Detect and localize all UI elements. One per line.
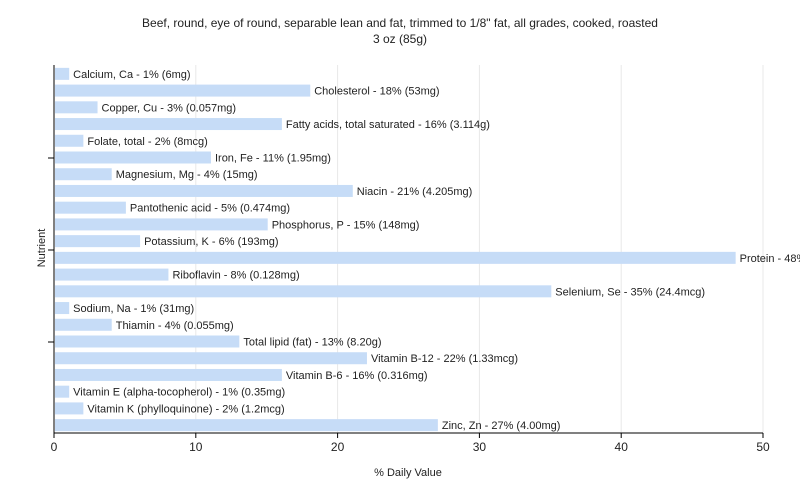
chart-title: Beef, round, eye of round, separable lea… bbox=[142, 16, 658, 30]
bar bbox=[55, 419, 438, 432]
bar-label: Fatty acids, total saturated - 16% (3.11… bbox=[286, 119, 490, 131]
bar bbox=[55, 268, 169, 281]
bar bbox=[55, 134, 84, 147]
bar-label: Calcium, Ca - 1% (6mg) bbox=[73, 69, 190, 81]
y-axis-title: Nutrient bbox=[36, 229, 48, 268]
bar bbox=[55, 335, 240, 348]
bar bbox=[55, 318, 112, 331]
axes: 0 10 20 30 40 50 bbox=[48, 65, 770, 454]
bar bbox=[55, 352, 367, 365]
bars: Calcium, Ca - 1% (6mg) Cholesterol - 18% … bbox=[55, 67, 800, 432]
bar bbox=[55, 251, 736, 264]
bar bbox=[55, 402, 84, 415]
bar-label: Riboflavin - 8% (0.128mg) bbox=[172, 270, 299, 282]
x-tick-label: 10 bbox=[189, 440, 203, 454]
bar bbox=[55, 235, 141, 248]
bar-label: Thiamin - 4% (0.055mg) bbox=[116, 320, 234, 332]
bar bbox=[55, 168, 112, 181]
bar-label: Pantothenic acid - 5% (0.474mg) bbox=[130, 203, 290, 215]
bar-label: Folate, total - 2% (8mcg) bbox=[87, 136, 207, 148]
bar-label: Potassium, K - 6% (193mg) bbox=[144, 236, 279, 248]
bar-label: Magnesium, Mg - 4% (15mg) bbox=[116, 169, 258, 181]
bar-label: Sodium, Na - 1% (31mg) bbox=[73, 303, 194, 315]
bar-label: Selenium, Se - 35% (24.4mcg) bbox=[555, 286, 705, 298]
bar-label: Cholesterol - 18% (53mg) bbox=[314, 86, 439, 98]
x-tick-label: 40 bbox=[615, 440, 629, 454]
x-tick-label: 20 bbox=[331, 440, 345, 454]
x-tick-label: 0 bbox=[51, 440, 58, 454]
bar bbox=[55, 67, 70, 80]
bar bbox=[55, 84, 311, 97]
bar-label: Niacin - 21% (4.205mg) bbox=[357, 186, 473, 198]
x-axis-title: % Daily Value bbox=[374, 467, 442, 479]
bar-label: Zinc, Zn - 27% (4.00mg) bbox=[442, 420, 561, 432]
bar-label: Vitamin E (alpha-tocopherol) - 1% (0.35m… bbox=[73, 387, 285, 399]
x-tick-label: 30 bbox=[473, 440, 487, 454]
bar-label: Vitamin B-6 - 16% (0.316mg) bbox=[286, 370, 428, 382]
bar-label: Protein - 48% (24.06g) bbox=[740, 253, 800, 265]
chart-subtitle: 3 oz (85g) bbox=[372, 32, 428, 46]
bar bbox=[55, 368, 282, 381]
bar-label: Vitamin K (phylloquinone) - 2% (1.2mcg) bbox=[87, 403, 284, 415]
bar bbox=[55, 201, 126, 214]
bar-label: Copper, Cu - 3% (0.057mg) bbox=[102, 102, 237, 114]
bar bbox=[55, 385, 70, 398]
x-tick-label: 50 bbox=[756, 440, 770, 454]
bar bbox=[55, 151, 211, 164]
bar bbox=[55, 118, 282, 131]
bar bbox=[55, 184, 353, 197]
bar-label: Iron, Fe - 11% (1.95mg) bbox=[215, 153, 331, 165]
bar bbox=[55, 302, 70, 315]
bar bbox=[55, 285, 552, 298]
bar-label: Vitamin B-12 - 22% (1.33mcg) bbox=[371, 353, 518, 365]
bar-label: Phosphorus, P - 15% (148mg) bbox=[272, 219, 420, 231]
bar-label: Total lipid (fat) - 13% (8.20g) bbox=[243, 337, 381, 349]
bar bbox=[55, 101, 98, 114]
bar bbox=[55, 218, 268, 231]
